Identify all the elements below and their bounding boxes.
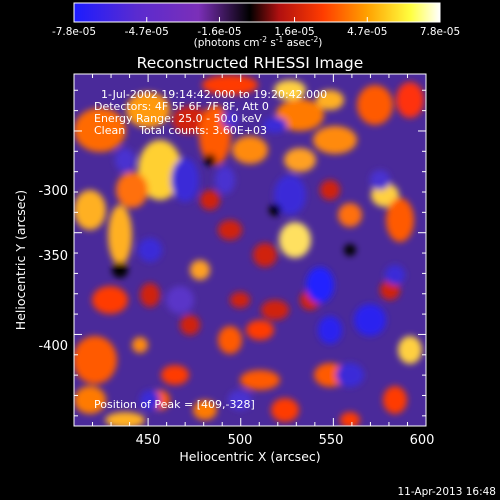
heatmap-blob [172, 106, 208, 134]
heatmap-blob [108, 205, 132, 265]
heatmap-blob [274, 175, 306, 215]
heatmap-blob [204, 154, 216, 166]
colorbar-tick-label: 4.7e-05 [347, 26, 387, 38]
annotation-energy-range: Energy Range: 25.0 - 50.0 keV [94, 112, 262, 125]
heatmap-blob [105, 412, 145, 426]
heatmap-blob [385, 265, 405, 285]
heatmap-blob [269, 204, 281, 216]
heatmap-blob [138, 238, 162, 262]
heatmap-blob [316, 90, 344, 110]
colorbar-gradient [73, 2, 441, 23]
heatmap-blob [228, 390, 252, 410]
heatmap-blob [383, 386, 407, 414]
heatmap-blob [396, 82, 424, 118]
heatmap-blob [222, 112, 238, 128]
heatmap-blob [263, 117, 287, 133]
heatmap-blob [74, 336, 117, 384]
heatmap-blob [320, 180, 340, 200]
heatmap-blob [338, 203, 362, 227]
heatmap-blob [340, 412, 360, 426]
heatmap-blob [126, 92, 170, 128]
heatmap-blob [202, 75, 258, 95]
heatmap-blob [279, 222, 311, 258]
heatmap-blob [180, 315, 200, 335]
y-axis-label: Heliocentric Y (arcsec) [13, 190, 28, 330]
heatmap-blob [246, 320, 274, 340]
footer-date: 11-Apr-2013 16:48 [397, 486, 496, 498]
heatmap-blob [276, 99, 324, 131]
heatmap-blob [140, 390, 160, 410]
heatmap-blob [336, 363, 364, 387]
heatmap-blob [232, 136, 268, 164]
annotation-total-counts: Clean Total counts: 3.60E+03 [94, 124, 267, 137]
heatmap-blob [190, 260, 210, 280]
heatmap-blob [138, 140, 182, 200]
x-tick-label-600: 600 [410, 433, 435, 448]
plot-frame [73, 73, 427, 427]
heatmap-blob [240, 370, 280, 390]
heatmap-blob [218, 220, 242, 240]
heatmap-blob [116, 172, 148, 208]
heatmap-blob [92, 286, 128, 314]
heatmap-blob [161, 365, 189, 385]
x-tick-label-500: 500 [228, 433, 253, 448]
heatmap-blob [74, 386, 106, 414]
heatmap-blob [318, 316, 342, 344]
colorbar-tick-label: 7.8e-05 [420, 26, 460, 38]
observation-annotations: 1-Jul-2002 19:14:42.000 to 19:20:42.000 … [94, 88, 327, 411]
colorbar-tick-label: -7.8e-05 [52, 26, 96, 38]
annotation-detectors: Detectors: 4F 5F 6F 7F 8F, Att 0 [94, 100, 269, 113]
heatmap-blob [200, 190, 220, 210]
heatmap-blob [253, 243, 277, 267]
colorbar-tick-label: -4.7e-05 [125, 26, 169, 38]
colorbar: -7.8e-05 -4.7e-05 -1.6e-05 1.6e-05 4.7e-05 7.… [52, 2, 460, 49]
heatmap-blob [357, 85, 393, 125]
heatmap-blob [271, 398, 299, 422]
x-tick-label-450: 450 [136, 433, 161, 448]
chart-title: Reconstructed RHESSI Image [137, 54, 364, 72]
y-axis-ticks [74, 89, 426, 417]
heatmap-blob [261, 300, 289, 320]
annotation-time-range: 1-Jul-2002 19:14:42.000 to 19:20:42.000 [101, 88, 327, 101]
heatmap-blob [74, 108, 126, 152]
x-axis-label: Heliocentric X (arcsec) [179, 449, 320, 464]
y-tick-label-minus300: -300 [38, 184, 68, 199]
heatmap-blob [166, 286, 194, 314]
heatmap-blob [218, 326, 242, 354]
annotation-peak-position: Position of Peak = [409,-328] [94, 398, 255, 411]
heatmap-blob [193, 400, 217, 420]
heatmap-blob [115, 148, 135, 172]
colorbar-ticks [73, 17, 441, 22]
heatmap-blob [284, 148, 316, 172]
heatmap-blob [230, 292, 250, 308]
heatmap-blob [344, 244, 356, 256]
heatmap-blob [132, 337, 148, 353]
colorbar-tick-labels: -7.8e-05 -4.7e-05 -1.6e-05 1.6e-05 4.7e-05 7.… [52, 26, 460, 38]
colorbar-tick-label: 1.6e-05 [274, 26, 314, 38]
heatmap-blob [313, 126, 357, 154]
heatmap-blob [112, 262, 128, 278]
y-tick-label-minus400: -400 [38, 339, 68, 354]
heatmap-image [74, 74, 426, 426]
heatmap-blob [386, 198, 414, 242]
heatmap-blob [306, 267, 334, 303]
heatmap-blob [140, 283, 160, 307]
colorbar-unit-label: (photons cm-2 s-1 asec-2) [194, 35, 323, 49]
x-axis-ticks [92, 74, 427, 426]
heatmap-blob [370, 170, 390, 190]
x-tick-label-550: 550 [319, 433, 344, 448]
heatmap-blob [215, 166, 235, 194]
heatmap-blob [274, 80, 306, 100]
heatmap-blob [354, 304, 386, 336]
y-tick-label-minus350: -350 [38, 249, 68, 264]
heatmap-blob [398, 336, 422, 364]
heatmap-blob [171, 158, 199, 202]
heatmap-blob [74, 190, 106, 230]
colorbar-tick-label: -1.6e-05 [197, 26, 241, 38]
